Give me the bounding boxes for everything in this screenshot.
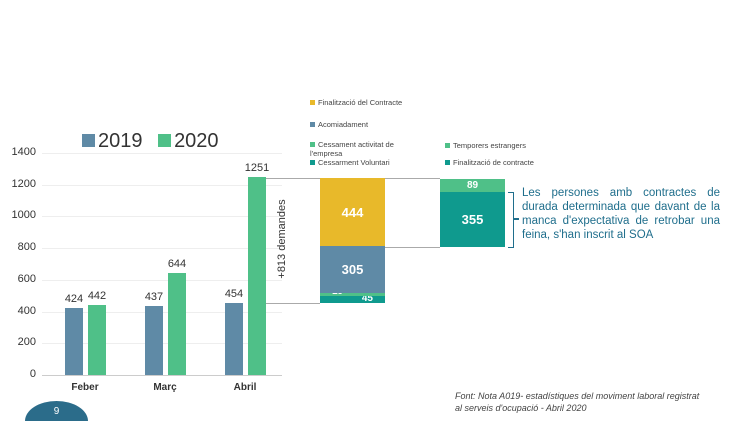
segment-305: 305 bbox=[320, 246, 385, 294]
legend-item: Finalització del Contracte bbox=[310, 98, 420, 107]
legend-item: Temporers estrangers bbox=[445, 141, 555, 150]
gridline bbox=[42, 375, 282, 376]
x-tick-label: Abril bbox=[233, 382, 257, 393]
legend-swatch bbox=[310, 100, 315, 105]
bar-2019-Feber bbox=[65, 307, 83, 375]
y-tick-label: 1000 bbox=[11, 209, 36, 222]
source-text: Font: Nota A019- estadístiques del movim… bbox=[455, 391, 700, 413]
x-tick-label: Feber bbox=[71, 382, 99, 393]
y-tick-label: 1200 bbox=[11, 177, 36, 190]
bar-2019-Març bbox=[145, 305, 163, 375]
bar-2020-Abril bbox=[248, 176, 266, 375]
bracket-tick bbox=[514, 218, 519, 220]
gridline bbox=[42, 216, 282, 218]
x-tick-label: Març bbox=[153, 382, 177, 393]
legend-item: Acomiadament bbox=[310, 120, 420, 129]
legend-item: Finalització de contracte bbox=[445, 158, 555, 167]
annotation-813: +813 demandes bbox=[276, 199, 288, 279]
data-label: 437 bbox=[144, 290, 164, 303]
bar-2020-Març bbox=[168, 272, 186, 375]
legend-swatch bbox=[445, 160, 450, 165]
legend-2020: 2020 bbox=[174, 130, 219, 152]
bracket bbox=[508, 192, 514, 248]
segment-355: 355 bbox=[440, 192, 505, 247]
legend-swatch bbox=[310, 160, 315, 165]
gridline bbox=[42, 248, 282, 250]
data-label: 1251 bbox=[244, 161, 270, 174]
bar-2020-Feber bbox=[88, 304, 106, 375]
y-tick-label: 600 bbox=[17, 272, 36, 285]
data-label: 644 bbox=[167, 257, 187, 270]
connector-mid bbox=[385, 247, 440, 248]
connector-bottom bbox=[266, 303, 320, 304]
y-tick-label: 800 bbox=[17, 241, 36, 254]
note-text: Les persones amb contractes de durada de… bbox=[522, 187, 720, 241]
data-label: 442 bbox=[87, 289, 107, 302]
data-label: 424 bbox=[64, 292, 84, 305]
segment-444: 444 bbox=[320, 178, 385, 247]
chart-legend: 2019 2020 bbox=[82, 130, 219, 153]
y-tick-label: 400 bbox=[17, 304, 36, 317]
gridline bbox=[42, 279, 282, 281]
legend-2019: 2019 bbox=[98, 130, 143, 152]
gridline bbox=[42, 153, 282, 154]
gridline bbox=[42, 184, 282, 186]
legend-item: Cessament activitat de l'empresa bbox=[310, 140, 394, 158]
page-badge: 9 bbox=[25, 401, 88, 421]
segment-89: 89 bbox=[440, 178, 505, 193]
segment-19: 19 bbox=[320, 287, 385, 296]
y-tick-label: 1400 bbox=[11, 146, 36, 158]
legend-swatch bbox=[310, 142, 315, 147]
legend-swatch bbox=[445, 143, 450, 148]
y-tick-label: 200 bbox=[17, 336, 36, 349]
bar-2019-Abril bbox=[225, 303, 243, 375]
legend-item: Cessarment Voluntari bbox=[310, 158, 420, 167]
y-tick-label: 0 bbox=[29, 368, 36, 380]
page-number: 9 bbox=[53, 406, 60, 417]
segment-45: 45 bbox=[320, 294, 385, 303]
data-label: 454 bbox=[224, 288, 244, 300]
legend-swatch bbox=[310, 122, 315, 127]
